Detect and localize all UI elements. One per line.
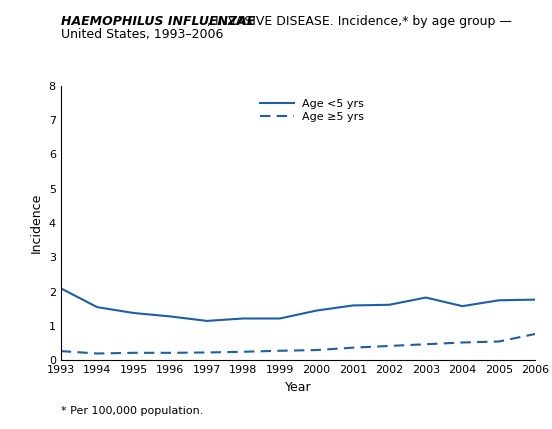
Y-axis label: Incidence: Incidence — [30, 193, 43, 253]
X-axis label: Year: Year — [285, 381, 311, 394]
Text: United States, 1993–2006: United States, 1993–2006 — [61, 28, 223, 41]
Text: * Per 100,000 population.: * Per 100,000 population. — [61, 406, 203, 416]
Text: , INVASIVE DISEASE. Incidence,* by age group —: , INVASIVE DISEASE. Incidence,* by age g… — [207, 15, 512, 28]
Legend: Age <5 yrs, Age ≥5 yrs: Age <5 yrs, Age ≥5 yrs — [256, 94, 369, 126]
Text: HAEMOPHILUS INFLUENZAE: HAEMOPHILUS INFLUENZAE — [61, 15, 255, 28]
